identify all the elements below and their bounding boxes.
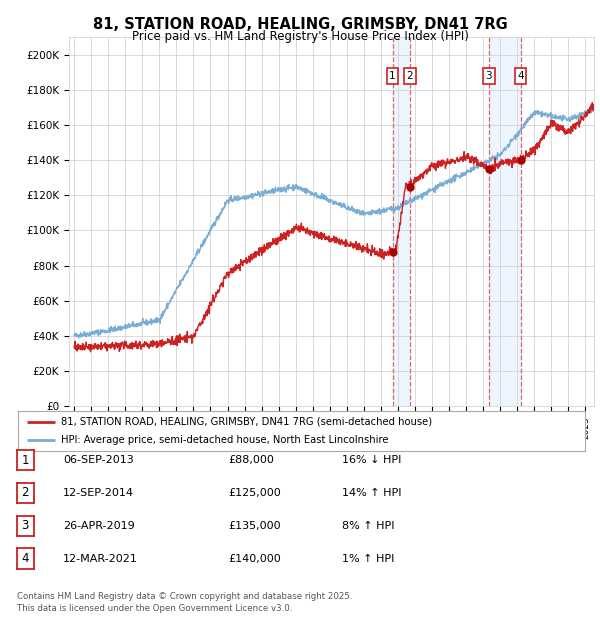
Text: 12-MAR-2021: 12-MAR-2021 [63, 554, 138, 564]
Text: 2: 2 [22, 487, 29, 499]
Text: £125,000: £125,000 [228, 488, 281, 498]
Text: 81, STATION ROAD, HEALING, GRIMSBY, DN41 7RG: 81, STATION ROAD, HEALING, GRIMSBY, DN41… [92, 17, 508, 32]
Text: 06-SEP-2013: 06-SEP-2013 [63, 455, 134, 465]
Text: £140,000: £140,000 [228, 554, 281, 564]
Text: 2: 2 [407, 71, 413, 81]
Text: Contains HM Land Registry data © Crown copyright and database right 2025.
This d: Contains HM Land Registry data © Crown c… [17, 591, 352, 613]
Text: 3: 3 [22, 520, 29, 532]
Text: £88,000: £88,000 [228, 455, 274, 465]
Text: 26-APR-2019: 26-APR-2019 [63, 521, 135, 531]
Text: HPI: Average price, semi-detached house, North East Lincolnshire: HPI: Average price, semi-detached house,… [61, 435, 388, 446]
Text: 14% ↑ HPI: 14% ↑ HPI [342, 488, 401, 498]
Text: 8% ↑ HPI: 8% ↑ HPI [342, 521, 395, 531]
Text: 12-SEP-2014: 12-SEP-2014 [63, 488, 134, 498]
Text: Price paid vs. HM Land Registry's House Price Index (HPI): Price paid vs. HM Land Registry's House … [131, 30, 469, 43]
Text: 16% ↓ HPI: 16% ↓ HPI [342, 455, 401, 465]
Text: 1: 1 [22, 454, 29, 466]
Text: £135,000: £135,000 [228, 521, 281, 531]
Bar [488, 37, 521, 406]
Text: 4: 4 [22, 552, 29, 565]
Text: 3: 3 [485, 71, 492, 81]
Text: 81, STATION ROAD, HEALING, GRIMSBY, DN41 7RG (semi-detached house): 81, STATION ROAD, HEALING, GRIMSBY, DN41… [61, 417, 431, 427]
Text: 1% ↑ HPI: 1% ↑ HPI [342, 554, 394, 564]
Text: 4: 4 [517, 71, 524, 81]
Text: 1: 1 [389, 71, 396, 81]
Bar [392, 37, 410, 406]
